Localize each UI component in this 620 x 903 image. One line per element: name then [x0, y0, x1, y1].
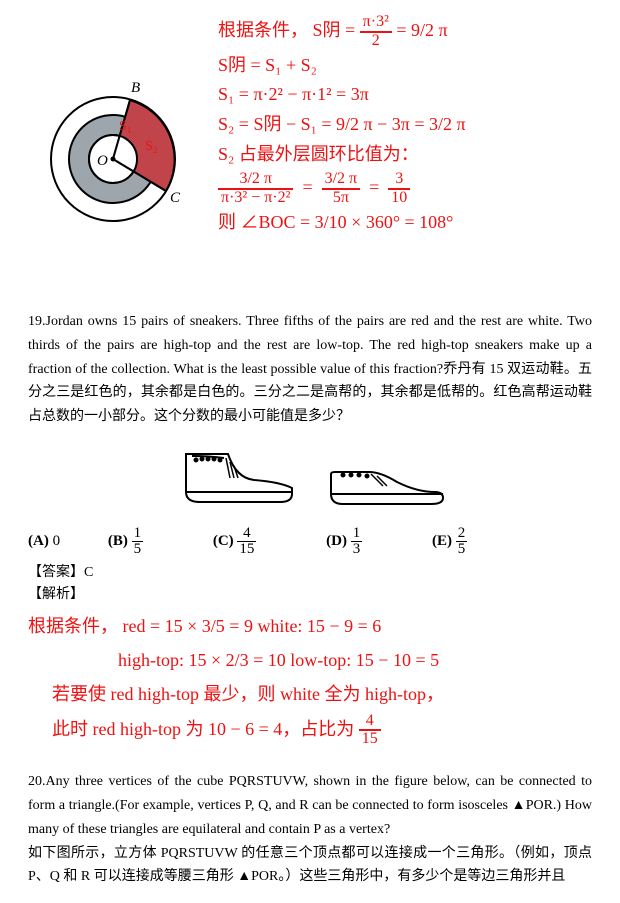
handwriting-derivation-18: 根据条件， S阴 = π·3²2 = 9/2 π S阴 = S₁ + S₂ S₁…: [218, 14, 618, 239]
q20-en: 20.Any three vertices of the cube PQRSTU…: [28, 774, 592, 837]
label-C: C: [170, 190, 181, 206]
question-20-text: 20.Any three vertices of the cube PQRSTU…: [28, 770, 592, 889]
question-19-text: 19.Jordan owns 15 pairs of sneakers. Thr…: [28, 310, 592, 429]
hw-line3: S₁ = π·2² − π·1² = 3π: [218, 81, 618, 109]
hw19-line1: 根据条件， red = 15 × 3/5 = 9 white: 15 − 9 =…: [28, 609, 592, 643]
q19-answer: 【答案】C: [28, 561, 592, 581]
hw-line5: S₂ 占最外层圆环比值为：: [218, 141, 618, 169]
label-S2: S₂: [145, 139, 158, 154]
label-B: B: [131, 80, 140, 96]
hw19-line2: high-top: 15 × 2/3 = 10 low-top: 15 − 10…: [28, 643, 592, 677]
q19-choices: (A) 0 (B) 15 (C) 415 (D) 13 (E) 25: [28, 526, 592, 557]
label-S1: S₁: [119, 119, 132, 134]
hw19-line4-prefix: 此时 red high-top 为 10 − 6 = 4，占比为: [52, 719, 359, 739]
problem18-work-area: B O C S₁ S₂ 根据条件， S阴 = π·3²2 = 9/2 π S阴 …: [28, 14, 592, 304]
q19-analysis-label: 【解析】: [28, 583, 592, 603]
concentric-circles-diagram: B O C S₁ S₂: [28, 64, 198, 244]
hw-line4: S₂ = S阴 − S₁ = 9/2 π − 3π = 3/2 π: [218, 111, 618, 139]
hw-line1-prefix: 根据条件，: [218, 20, 308, 40]
hw-line1-suffix: = 9/2 π: [396, 20, 447, 40]
q20-zh: 如下图所示，立方体 PQRSTUVW 的任意三个顶点都可以连接成一个三角形。（例…: [28, 846, 592, 885]
hw-line7: 则 ∠BOC = 3/10 × 360° = 108°: [218, 209, 618, 237]
hw19-line3: 若要使 red high-top 最少，则 white 全为 high-top，: [28, 677, 592, 711]
hw-line2: S阴 = S₁ + S₂: [218, 52, 618, 80]
handwriting-solution-19: 根据条件， red = 15 × 3/5 = 9 white: 15 − 9 =…: [28, 609, 592, 748]
hw-line1-eq: S阴 =: [313, 20, 360, 40]
sneaker-illustrations: [28, 439, 592, 516]
label-O: O: [97, 153, 108, 169]
